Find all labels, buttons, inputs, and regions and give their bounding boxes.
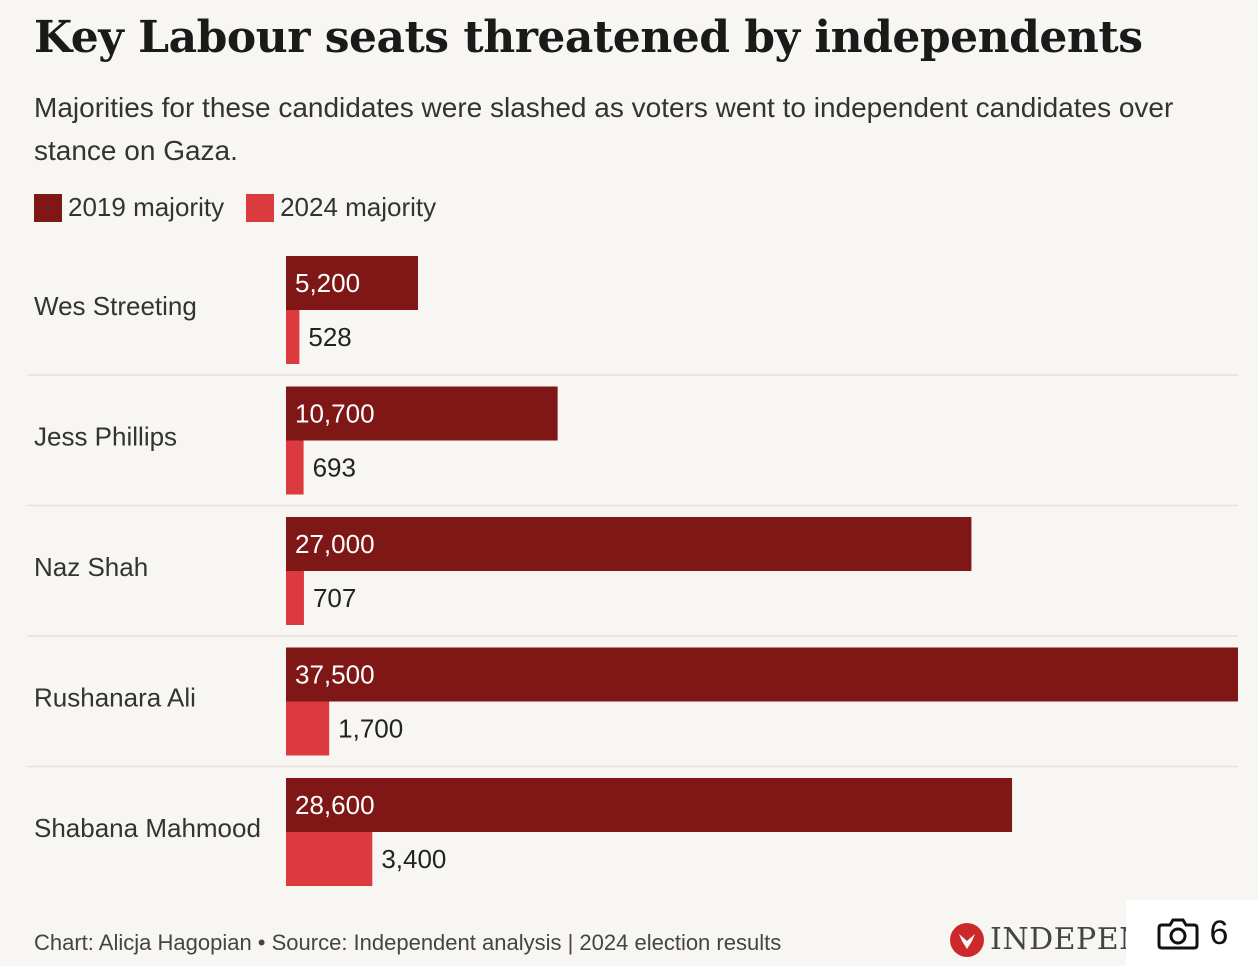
bar-2019-shabana-mahmood	[286, 778, 1013, 832]
legend-swatch-2019	[34, 193, 62, 222]
bar-2019-naz-shah	[286, 517, 972, 571]
category-label-naz-shah: Naz Shah	[34, 552, 148, 582]
category-label-jess-phillips: Jess Phillips	[34, 422, 177, 452]
eagle-icon	[950, 922, 984, 957]
category-label-rushanara-ali: Rushanara Ali	[34, 683, 196, 713]
camera-icon	[1157, 918, 1199, 950]
category-label-wes-streeting: Wes Streeting	[34, 291, 197, 321]
chart-footer: Chart: Alicja Hagopian • Source: Indepen…	[34, 930, 782, 955]
bar-2024-rushanara-ali	[286, 701, 330, 756]
data-label-2024-wes-streeting: 528	[308, 322, 351, 352]
data-label-2019-naz-shah: 27,000	[295, 529, 375, 559]
legend-item-2019: 2019 majority	[34, 192, 224, 223]
photo-count: 6	[1209, 913, 1229, 952]
bar-2019-wes-streeting	[286, 256, 419, 310]
photo-count-badge[interactable]: 6	[1126, 900, 1258, 966]
data-label-2019-rushanara-ali: 37,500	[295, 660, 375, 690]
bar-2019-rushanara-ali	[286, 647, 1238, 702]
category-label-shabana-mahmood: Shabana Mahmood	[34, 813, 261, 843]
data-label-2024-shabana-mahmood: 3,400	[381, 844, 446, 874]
bar-chart: Wes Streeting 5,200 528 Jess Phillips 10,700…	[28, 256, 1238, 886]
legend: 2019 majority 2024 majority	[34, 192, 458, 223]
bar-2024-shabana-mahmood	[286, 832, 373, 886]
legend-label-2024: 2024 majority	[280, 192, 437, 222]
data-label-2024-jess-phillips: 693	[313, 453, 356, 483]
data-label-2019-jess-phillips: 10,700	[295, 399, 375, 429]
data-label-2024-rushanara-ali: 1,700	[338, 714, 403, 744]
legend-label-2019: 2019 majority	[68, 192, 225, 222]
bar-2019-jess-phillips	[286, 386, 558, 441]
data-label-2024-naz-shah: 707	[313, 583, 356, 613]
bar-2024-naz-shah	[286, 571, 304, 625]
legend-item-2024: 2024 majority	[246, 192, 436, 223]
data-label-2019-shabana-mahmood: 28,600	[295, 790, 375, 820]
data-label-2019-wes-streeting: 5,200	[295, 268, 360, 298]
chart-title: Key Labour seats threatened by independe…	[34, 12, 1143, 63]
bar-2024-wes-streeting	[286, 310, 300, 364]
bar-2024-jess-phillips	[286, 440, 304, 495]
legend-swatch-2024	[246, 193, 275, 222]
chart-subtitle: Majorities for these candidates were sla…	[34, 92, 1174, 166]
